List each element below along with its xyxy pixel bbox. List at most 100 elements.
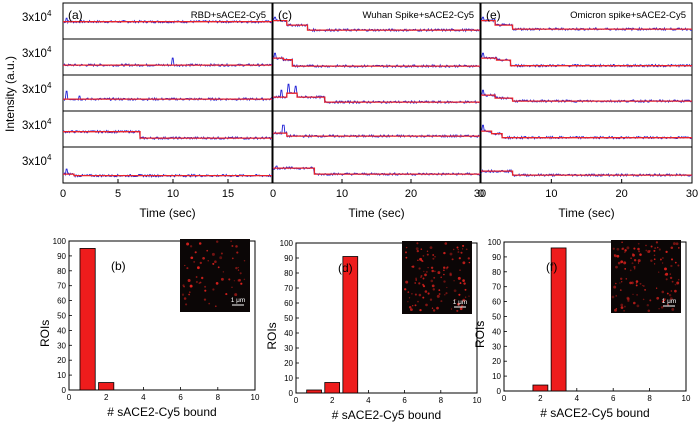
fluorescent-spot	[436, 306, 439, 310]
fluorescent-spot	[613, 285, 617, 289]
fluorescent-spot	[197, 266, 200, 270]
y-tick-label: 20	[57, 356, 66, 365]
fluorescent-spot	[231, 286, 233, 289]
trace-row-frame	[272, 38, 481, 76]
fluorescent-spot	[201, 276, 204, 280]
fluorescent-spot	[405, 280, 409, 284]
raw-intensity-trace	[480, 124, 693, 140]
top-ytick-mantissa: 3x10	[22, 120, 47, 132]
fluorescent-spot	[620, 260, 624, 264]
fluorescent-spot	[615, 265, 618, 269]
fluorescent-spot	[450, 308, 453, 310]
fluorescent-spot	[190, 285, 193, 288]
panel-letter: (e)	[486, 8, 501, 22]
fluorescent-spot	[231, 257, 234, 260]
fluorescent-spot	[659, 258, 662, 261]
x-tick-label: 20	[405, 188, 417, 200]
fluorescent-spot	[225, 293, 228, 296]
fluorescent-spot	[663, 298, 666, 301]
x-tick-label: 30	[474, 188, 486, 200]
step-fit-trace	[273, 19, 480, 31]
fluorescent-spot	[243, 278, 246, 281]
fluorescent-spot	[670, 258, 674, 261]
fluorescent-spot	[665, 250, 668, 254]
fluorescent-spot	[415, 247, 419, 251]
fluorescent-spot	[615, 282, 617, 285]
x-tick-label: 2	[538, 394, 543, 403]
fluorescent-spot	[462, 261, 466, 265]
fluorescent-spot	[464, 288, 467, 291]
scale-bar-label: 1 μm	[662, 298, 677, 305]
top-ytick-label: 3x104	[22, 81, 52, 96]
y-tick-label: 90	[57, 252, 66, 261]
fluorescent-spot	[661, 262, 664, 264]
fluorescent-spot	[443, 269, 445, 272]
fluorescent-spot	[416, 242, 419, 245]
x-tick-label: 10	[545, 188, 557, 200]
panel-letter: (d)	[338, 261, 353, 275]
fluorescent-spot	[410, 308, 413, 311]
y-tick-label: 50	[57, 312, 66, 321]
fluorescent-spot	[615, 308, 618, 310]
fluorescent-spot	[637, 242, 640, 245]
fluorescent-spot	[639, 253, 642, 256]
histogram-bar	[98, 382, 115, 391]
fluorescent-spot	[212, 262, 215, 265]
x-axis-label: Time (sec)	[348, 206, 404, 220]
fluorescent-spot	[417, 300, 419, 303]
fluorescent-spot	[612, 247, 615, 250]
top-ytick-mantissa: 3x10	[22, 12, 47, 24]
fluorescent-spot	[642, 298, 645, 301]
trace-row-frame	[272, 146, 481, 184]
top-ytick-exponent: 4	[47, 81, 52, 90]
fluorescent-spot	[407, 301, 409, 303]
fluorescent-spot	[443, 251, 446, 255]
x-axis-label: Time (sec)	[139, 206, 195, 220]
fluorescent-spot	[654, 247, 657, 250]
fluorescent-spot	[666, 292, 669, 295]
fluorescent-spot	[664, 267, 667, 271]
fluorescent-spot	[415, 279, 418, 281]
fluorescent-spot	[617, 261, 621, 265]
fluorescent-spot	[624, 249, 627, 252]
fluorescent-spot	[195, 280, 198, 284]
x-tick-label: 4	[141, 393, 146, 402]
fluorescent-spot	[215, 282, 219, 285]
y-tick-label: 30	[492, 342, 501, 351]
fluorescent-spot	[616, 247, 620, 251]
fluorescent-spot	[193, 260, 196, 263]
fluorescent-spot	[670, 246, 674, 250]
fluorescent-spot	[422, 255, 425, 257]
fluorescent-spot	[456, 246, 459, 249]
fluorescent-spot	[444, 242, 448, 245]
x-tick-label: 4	[575, 394, 580, 403]
fluorescent-spot	[440, 276, 442, 279]
scale-bar-label: 1 μm	[453, 299, 468, 306]
fluorescent-spot	[185, 303, 188, 306]
fluorescent-spot	[202, 256, 205, 260]
x-tick-label: 6	[611, 394, 616, 403]
fluorescent-spot	[424, 273, 427, 277]
y-tick-label: 20	[284, 359, 293, 368]
x-tick-label: 6	[178, 393, 183, 402]
x-tick-label: 8	[216, 393, 221, 402]
fluorescent-spot	[425, 303, 428, 307]
histogram-bar	[342, 256, 359, 394]
x-axis-label: # sACE2-Cy5 bound	[107, 405, 216, 419]
trace-row-frame	[272, 74, 481, 112]
fluorescent-spot	[420, 248, 423, 250]
fluorescent-spot	[664, 274, 666, 276]
fluorescent-spot	[426, 250, 429, 252]
fluorescent-spot	[635, 282, 638, 285]
fluorescent-spot	[217, 266, 220, 269]
fluorescent-spot	[620, 277, 623, 280]
step-fit-trace	[63, 131, 272, 139]
step-fit-trace	[273, 167, 480, 175]
fluorescent-spot	[611, 295, 615, 299]
y-tick-label: 60	[57, 297, 66, 306]
fluorescent-spot	[211, 252, 215, 256]
fluorescent-spot	[414, 282, 417, 284]
fluorescent-spot	[674, 283, 677, 286]
fluorescent-spot	[184, 264, 186, 267]
fluorescent-spot	[464, 296, 467, 298]
